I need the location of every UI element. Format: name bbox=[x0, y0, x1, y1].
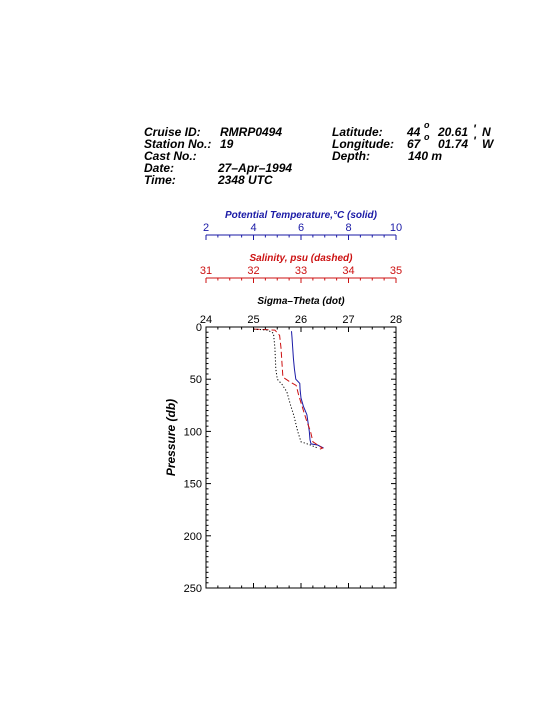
latitude-minutes: 20.61 bbox=[438, 125, 469, 139]
sigma-tick-label: 27 bbox=[342, 314, 354, 326]
y-tick-label: 150 bbox=[184, 479, 202, 491]
sigma-axis: Sigma–Theta (dot) 24 25 26 27 28 bbox=[200, 296, 402, 332]
temp-tick-label: 6 bbox=[298, 222, 304, 234]
latitude-degree-mark: o bbox=[424, 120, 430, 130]
sal-profile-line bbox=[253, 328, 324, 451]
sigma-tick-label: 24 bbox=[200, 314, 212, 326]
y-tick-label: 200 bbox=[184, 531, 202, 543]
longitude-minute-mark: ' bbox=[473, 134, 476, 148]
sal-axis: Salinity, psu (dashed) 31 32 33 34 35 bbox=[200, 253, 402, 283]
temp-axis-title: Potential Temperature,°C (solid) bbox=[225, 210, 378, 221]
sigma-tick-label: 25 bbox=[247, 314, 259, 326]
sigma-tick-label: 28 bbox=[390, 314, 402, 326]
y-tick-label: 50 bbox=[190, 374, 202, 386]
station-label: Station No.: bbox=[144, 137, 212, 151]
latitude-label: Latitude: bbox=[332, 125, 383, 139]
temp-tick-label: 8 bbox=[345, 222, 351, 234]
temp-axis: Potential Temperature,°C (solid) 2 4 6 8 10 bbox=[203, 210, 402, 240]
sigma-tick-label: 26 bbox=[295, 314, 307, 326]
temp-tick-label: 4 bbox=[250, 222, 256, 234]
longitude-minutes: 01.74 bbox=[438, 137, 469, 151]
longitude-label: Longitude: bbox=[332, 137, 394, 151]
sal-axis-title: Salinity, psu (dashed) bbox=[250, 253, 354, 264]
latitude-hemisphere: N bbox=[482, 125, 491, 139]
sal-tick-label: 31 bbox=[200, 265, 212, 277]
longitude-degree-mark: o bbox=[424, 132, 430, 142]
sal-tick-label: 33 bbox=[295, 265, 307, 277]
sal-tick-label: 34 bbox=[342, 265, 354, 277]
depth-label: Depth: bbox=[332, 149, 370, 163]
y-axis-title: Pressure (db) bbox=[164, 399, 178, 476]
y-tick-label: 100 bbox=[184, 426, 202, 438]
plot-frame bbox=[205, 326, 397, 589]
sal-tick-label: 35 bbox=[390, 265, 402, 277]
latitude-minute-mark: ' bbox=[473, 122, 476, 136]
y-tick-label: 250 bbox=[184, 583, 202, 595]
y-tick-label: 0 bbox=[196, 322, 202, 334]
station-value: 19 bbox=[220, 137, 234, 151]
cruise-value: RMRP0494 bbox=[220, 125, 283, 139]
temp-tick-label: 2 bbox=[203, 222, 209, 234]
date-value: 27–Apr–1994 bbox=[218, 161, 293, 175]
time-label: Time: bbox=[144, 173, 176, 187]
sigma-profile-line bbox=[253, 328, 318, 449]
pressure-axis: 0 50 100 150 200 250 Pressure (db) bbox=[164, 322, 396, 595]
time-value: 2348 UTC bbox=[218, 173, 273, 187]
temp-tick-label: 10 bbox=[390, 222, 402, 234]
temp-profile-line bbox=[291, 331, 324, 449]
longitude-hemisphere: W bbox=[482, 137, 494, 151]
longitude-degrees: 67 bbox=[407, 137, 421, 151]
cruise-label: Cruise ID: bbox=[144, 125, 201, 139]
cast-label: Cast No.: bbox=[144, 149, 197, 163]
depth-value: 140 m bbox=[408, 149, 443, 163]
sigma-axis-title: Sigma–Theta (dot) bbox=[257, 296, 345, 307]
latitude-degrees: 44 bbox=[407, 125, 421, 139]
date-label: Date: bbox=[144, 161, 175, 175]
sal-tick-label: 32 bbox=[247, 265, 259, 277]
